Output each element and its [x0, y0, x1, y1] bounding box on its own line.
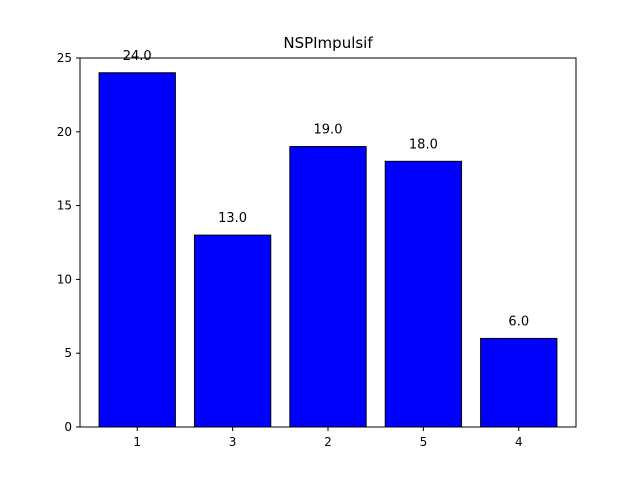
- y-tick-label: 25: [57, 51, 72, 65]
- x-tick-label: 2: [324, 435, 332, 449]
- data-label-4: 6.0: [508, 314, 529, 329]
- x-tick-label: 1: [133, 435, 141, 449]
- data-label-2: 19.0: [314, 123, 343, 138]
- chart-title: NSPImpulsif: [283, 34, 373, 52]
- x-tick-label: 4: [515, 435, 523, 449]
- x-tick-label: 3: [229, 435, 237, 449]
- y-tick-label: 15: [57, 199, 72, 213]
- bar-3: [193, 234, 272, 428]
- bar-1: [98, 72, 176, 428]
- axes-frame: [79, 57, 577, 428]
- data-label-5: 18.0: [409, 137, 438, 152]
- bar-2: [289, 146, 367, 428]
- data-label-3: 13.0: [218, 211, 247, 226]
- y-tick-label: 20: [57, 125, 72, 139]
- bar-5: [384, 160, 463, 428]
- y-tick-label: 10: [57, 272, 72, 286]
- bar-4: [480, 337, 558, 428]
- plot-area: 24.0 1 13.0 3 19.0 2 18.0 5 6.0 4 0 5 10 15 20 25: [57, 49, 577, 449]
- data-label-1: 24.0: [123, 49, 152, 64]
- y-tick-label: 0: [64, 420, 72, 434]
- x-tick-label: 5: [420, 435, 428, 449]
- y-tick-label: 5: [64, 346, 72, 360]
